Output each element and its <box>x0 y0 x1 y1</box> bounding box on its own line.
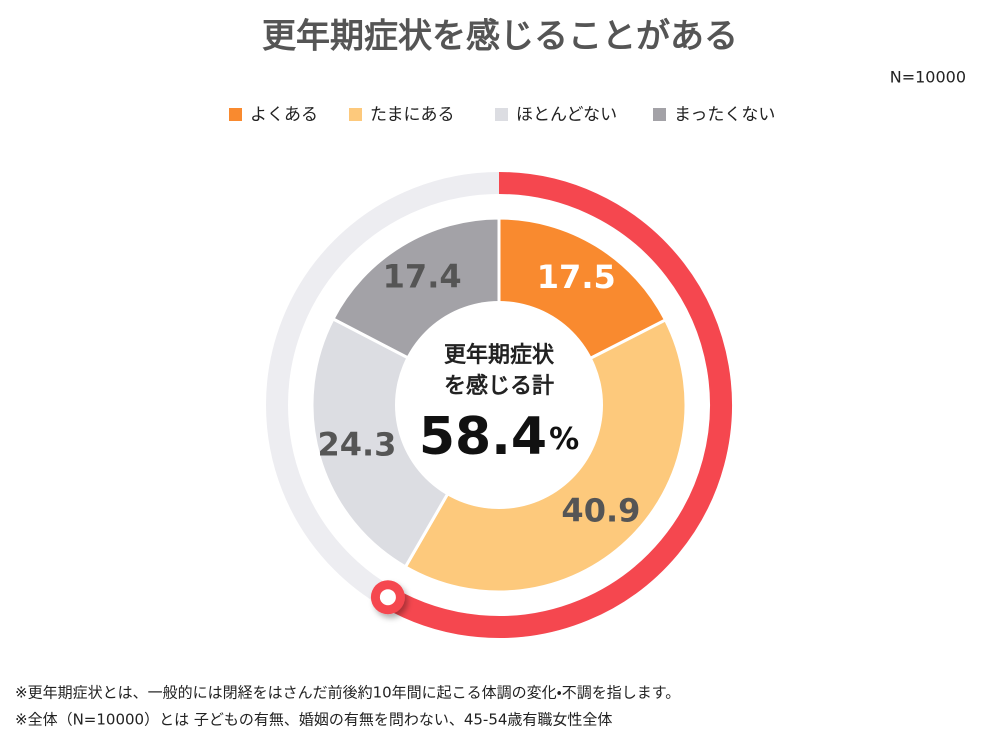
ring-end-dot <box>379 589 396 606</box>
center-text: 更年期症状 <box>444 342 555 368</box>
sample-note: N=10000 <box>890 68 966 87</box>
legend-label: よくある <box>250 105 318 125</box>
ring-arc <box>382 172 732 638</box>
legend-label: まったくない <box>674 105 775 125</box>
legend-label: ほとんどない <box>516 105 617 125</box>
center-value-unit: % <box>549 422 579 457</box>
center-value: 58.4% <box>419 407 579 467</box>
legend-swatch <box>653 108 666 121</box>
legend-swatch <box>229 108 242 121</box>
slice-label: 17.4 <box>383 258 462 296</box>
slice-label: 40.9 <box>561 491 640 529</box>
chart-title: 更年期症状を感じることがある <box>262 17 738 57</box>
legend-label: たまにある <box>370 105 455 125</box>
legend-swatch <box>495 108 508 121</box>
slice-label: 24.3 <box>317 425 396 463</box>
center-text: を感じる計 <box>444 373 554 399</box>
footnote: ※更年期症状とは、一般的には閉経をはさんだ前後約10年間に起こる体調の変化・不調… <box>15 684 680 702</box>
footnote: ※全体（N=10000）とは 子どもの有無、婚姻の有無を問わない、45-54歳有… <box>15 711 612 729</box>
center-value-number: 58.4 <box>419 407 547 467</box>
legend-swatch <box>349 108 362 121</box>
donut-hole <box>395 301 603 509</box>
slice-label: 17.5 <box>537 258 616 296</box>
